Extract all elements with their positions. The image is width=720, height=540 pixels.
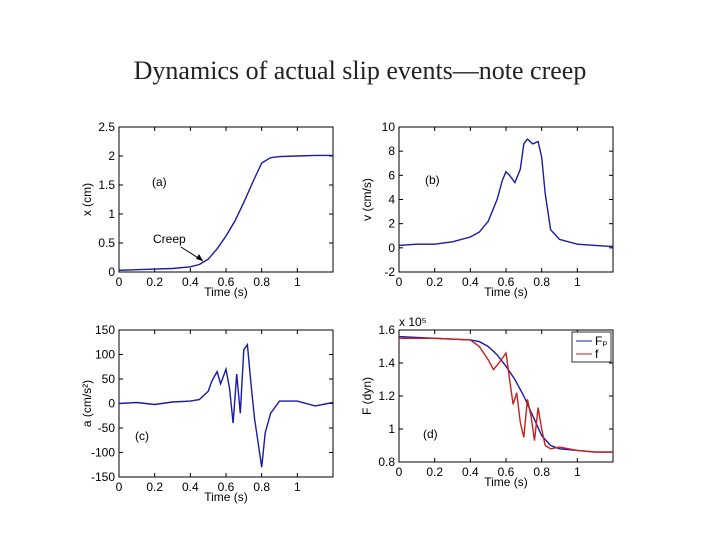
- x-tick-label: 0.6: [498, 465, 515, 479]
- x-tick-label: 0.6: [218, 275, 235, 289]
- x-tick-label: 0.8: [533, 465, 550, 479]
- creep-annotation: Creep: [153, 232, 186, 246]
- series-line-a: [118, 342, 334, 468]
- y-tick-label: 1: [108, 207, 115, 221]
- x-tick-label: 1: [574, 465, 581, 479]
- y-tick-label: 1: [388, 422, 395, 436]
- chart-panel-4: 0 0.2 0.4 0.6 0.8 1 0.8 1 1.2 1.4 1.6 Time (s) F (dy…: [360, 315, 614, 489]
- x-tick-label: 0.4: [462, 275, 479, 289]
- y-tick-label: 6: [388, 168, 395, 182]
- legend-box: [571, 331, 612, 363]
- y-tick-label: 4: [388, 193, 395, 207]
- y-tick-label: 0.8: [378, 455, 395, 469]
- x-axis-label: Time (s): [484, 475, 528, 489]
- y-axis-label: v (cm/s): [360, 178, 374, 221]
- y-tick-label: 150: [95, 323, 115, 337]
- series-line-v: [398, 138, 614, 248]
- chart-panel-1: 0 0.2 0.4 0.6 0.8 1 0 0.5 1 1.5 2 2.5 Time (s) x (cm)…: [80, 120, 334, 299]
- y-tick-label: 10: [382, 120, 396, 134]
- y-tick-label: 0: [388, 241, 395, 255]
- y-tick-label: 1.4: [378, 356, 395, 370]
- series-line-fp: [398, 335, 613, 453]
- series-line-x: [118, 154, 333, 271]
- panel-tag: (a): [152, 175, 167, 189]
- plot-frame: [118, 329, 334, 478]
- legend-entry: f: [595, 347, 599, 361]
- y-tick-label: 0: [108, 397, 115, 411]
- x-tick-label: 0.4: [182, 275, 199, 289]
- x-tick-label: 0: [116, 275, 123, 289]
- x-tick-label: 0: [396, 275, 403, 289]
- y-axis-label: F (dyn): [360, 377, 374, 415]
- y-tick-label: 8: [388, 144, 395, 158]
- x-tick-label: 0.2: [146, 275, 163, 289]
- x-tick-label: 0.4: [182, 480, 199, 494]
- x-tick-label: 0.6: [498, 275, 515, 289]
- legend-entry: Fₚ: [595, 334, 607, 348]
- y-axis-label: a (cm/s²): [80, 380, 94, 427]
- y-tick-label: -100: [91, 446, 115, 460]
- y-tick-label: 0: [108, 265, 115, 279]
- creep-arrowhead: [196, 254, 203, 261]
- y-tick-label: 2.5: [98, 120, 115, 134]
- x-axis-label: Time (s): [204, 285, 248, 299]
- y-exponent-label: x 10⁵: [399, 315, 427, 329]
- y-tick-label: 100: [95, 348, 115, 362]
- x-tick-label: 0.2: [146, 480, 163, 494]
- y-tick-label: 2: [108, 149, 115, 163]
- panel-tag: (b): [425, 173, 440, 187]
- x-tick-label: 0.8: [253, 275, 270, 289]
- y-tick-label: 2: [388, 217, 395, 231]
- x-axis-label: Time (s): [484, 285, 528, 299]
- x-tick-label: 0.2: [426, 465, 443, 479]
- x-tick-label: 1: [294, 275, 301, 289]
- y-tick-label: -50: [98, 421, 116, 435]
- legend: Fₚf: [571, 331, 612, 363]
- y-tick-label: 0.5: [98, 236, 115, 250]
- x-tick-label: 0.8: [533, 275, 550, 289]
- y-tick-label: 1.6: [378, 323, 395, 337]
- x-tick-label: 0.8: [253, 480, 270, 494]
- plot-frame: [118, 126, 334, 273]
- y-tick-label: 1.2: [378, 389, 395, 403]
- y-axis-label: x (cm): [80, 183, 94, 216]
- panel-tag: (d): [423, 427, 438, 441]
- y-tick-label: -150: [91, 470, 115, 484]
- y-tick-label: 1.5: [98, 178, 115, 192]
- panel-tag: (c): [135, 429, 149, 443]
- chart-panel-3: 0 0.2 0.4 0.6 0.8 1 -150 -100 -50 0 50 100 150 Time (…: [80, 323, 334, 504]
- y-tick-label: -2: [384, 265, 395, 279]
- x-tick-label: 0.4: [462, 465, 479, 479]
- series-line-f: [399, 337, 613, 453]
- x-tick-label: 1: [574, 275, 581, 289]
- x-tick-label: 0.6: [218, 480, 235, 494]
- plot-frame: [398, 126, 614, 273]
- slide-title: Dynamics of actual slip events—note cree…: [133, 56, 587, 85]
- x-tick-label: 1: [294, 480, 301, 494]
- x-tick-label: 0.2: [426, 275, 443, 289]
- y-tick-label: 50: [102, 372, 116, 386]
- x-tick-label: 0: [396, 465, 403, 479]
- x-axis-label: Time (s): [204, 490, 248, 504]
- x-tick-label: 0: [116, 480, 123, 494]
